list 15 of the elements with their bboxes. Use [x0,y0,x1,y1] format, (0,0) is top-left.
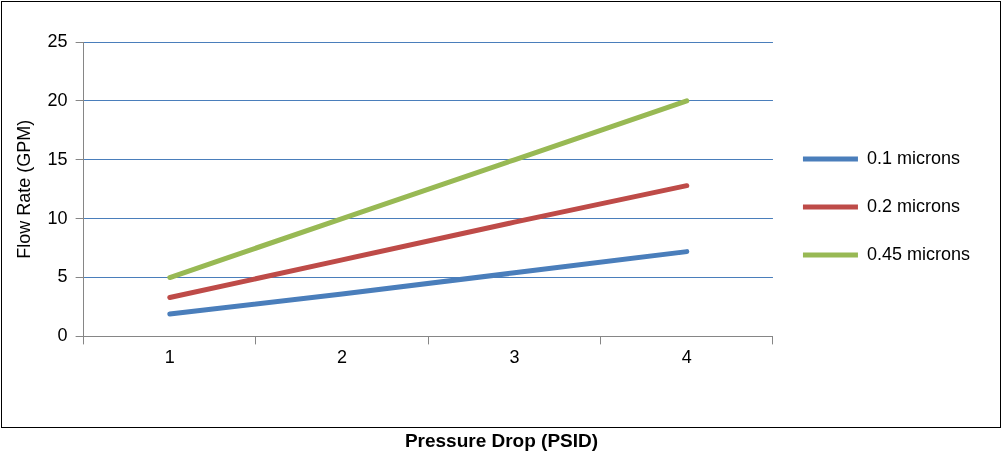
y-tick-label: 25 [47,30,68,51]
x-tick-label: 4 [681,347,692,368]
x-tick-label: 2 [337,347,348,368]
y-tick-label: 20 [47,89,68,110]
y-tick-label: 0 [57,325,68,346]
legend-label: 0.1 microns [866,147,960,168]
y-tick-label: 10 [47,207,68,228]
x-axis-title: Pressure Drop (PSID) [403,430,600,452]
x-tick-label: 3 [509,347,520,368]
y-axis-title: Flow Rate (GPM) [13,119,34,259]
y-tick-label: 15 [47,148,68,169]
x-tick-label: 1 [164,347,175,368]
legend-label: 0.2 microns [866,195,960,216]
legend-label: 0.45 microns [866,243,970,264]
y-tick-label: 5 [57,266,68,287]
